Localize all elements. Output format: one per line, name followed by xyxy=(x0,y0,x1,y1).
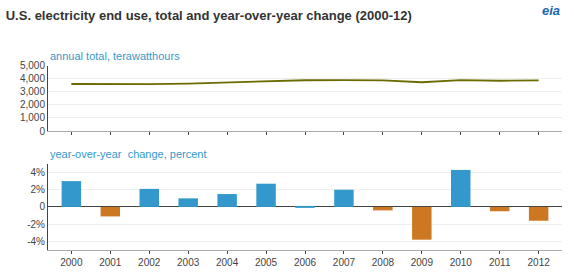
svg-text:U.S. electricity end use, tota: U.S. electricity end use, total and year… xyxy=(6,8,412,23)
svg-text:2003: 2003 xyxy=(177,257,200,268)
svg-text:4,000: 4,000 xyxy=(20,73,45,84)
svg-text:0: 0 xyxy=(39,126,45,137)
svg-text:2%: 2% xyxy=(31,184,46,195)
svg-text:2010: 2010 xyxy=(450,257,473,268)
svg-text:-4%: -4% xyxy=(27,236,45,247)
svg-text:5,000: 5,000 xyxy=(20,60,45,71)
svg-text:2008: 2008 xyxy=(372,257,395,268)
svg-text:3,000: 3,000 xyxy=(20,86,45,97)
svg-text:2012: 2012 xyxy=(528,257,551,268)
svg-text:2011: 2011 xyxy=(489,257,511,268)
svg-text:1,000: 1,000 xyxy=(20,112,45,123)
svg-text:2,000: 2,000 xyxy=(20,99,45,110)
svg-text:annual total, terawatthours: annual total, terawatthours xyxy=(50,50,180,62)
svg-text:eia: eia xyxy=(542,3,560,18)
svg-text:2009: 2009 xyxy=(411,257,434,268)
svg-text:4%: 4% xyxy=(31,167,46,178)
svg-text:0: 0 xyxy=(39,201,45,212)
svg-text:2004: 2004 xyxy=(216,257,239,268)
svg-text:2000: 2000 xyxy=(60,257,83,268)
svg-text:2006: 2006 xyxy=(294,257,317,268)
svg-text:2005: 2005 xyxy=(255,257,278,268)
svg-text:2002: 2002 xyxy=(138,257,161,268)
svg-text:2001: 2001 xyxy=(99,257,122,268)
svg-text:-2%: -2% xyxy=(27,219,45,230)
svg-text:2007: 2007 xyxy=(333,257,356,268)
svg-text:year-over-year change, percen: year-over-year change, percent xyxy=(50,148,207,160)
